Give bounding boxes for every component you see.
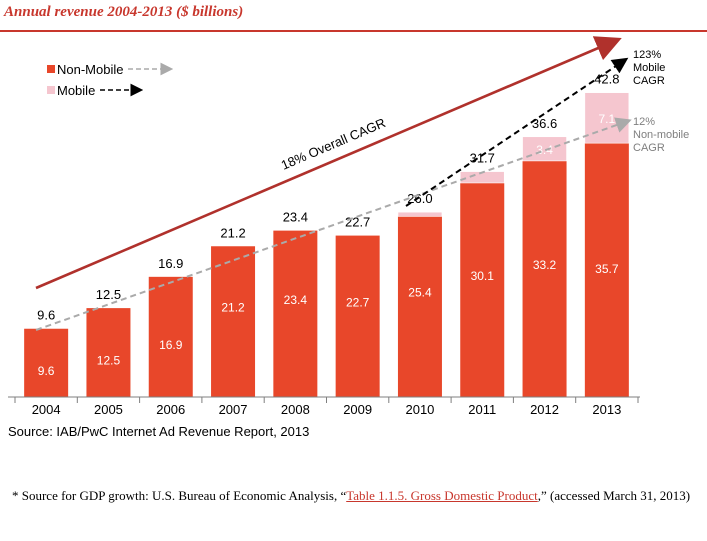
revenue-chart: 2004 2005 2006 2007 2008 2009 2010 2011 2012 2013… (8, 36, 689, 417)
source-note: Source: IAB/PwC Internet Ad Revenue Repo… (8, 424, 310, 439)
overall-cagr-arrow (35, 36, 622, 290)
x-tick-label-2004: 2004 (32, 402, 61, 417)
value-label-non-mobile: 35.7 (595, 262, 619, 276)
value-label-non-mobile: 23.4 (284, 293, 308, 307)
x-tick-label-2006: 2006 (156, 402, 185, 417)
value-label-total: 21.2 (220, 225, 245, 240)
value-label-non-mobile: 25.4 (408, 286, 432, 300)
value-label-mobile: 3.4 (536, 143, 553, 157)
mobile-cagr-label: 123% (633, 49, 661, 61)
mobile-cagr-line (405, 57, 629, 207)
x-tick-label-2013: 2013 (592, 402, 621, 417)
bar-non-mobile-2011 (460, 182, 505, 397)
value-label-total: 9.6 (37, 308, 55, 323)
bar-non-mobile-2013 (584, 143, 629, 397)
x-tick-label-2012: 2012 (530, 402, 559, 417)
chart-title: Annual revenue 2004-2013 ($ billions) (4, 4, 244, 20)
value-label-total: 12.5 (96, 287, 121, 302)
nonmobile-cagr-label: Non-mobile (633, 129, 689, 141)
gdp-table-link[interactable]: Table 1.1.5. Gross Domestic Product (346, 488, 538, 503)
footnote: * Source for GDP growth: U.S. Bureau of … (12, 487, 697, 504)
bar-non-mobile-2004 (24, 328, 69, 397)
nonmobile-cagr-line (35, 117, 632, 331)
value-label-non-mobile: 33.2 (533, 258, 557, 272)
nonmobile-cagr-label: CAGR (633, 142, 665, 154)
value-label-total: 16.9 (158, 256, 183, 271)
x-tick-label-2008: 2008 (281, 402, 310, 417)
legend-swatch-non-mobile (47, 65, 55, 73)
footnote-prefix: * Source for GDP growth: U.S. Bureau of … (12, 488, 347, 503)
value-label-non-mobile: 30.1 (471, 269, 495, 283)
value-label-mobile: 7.1 (599, 112, 616, 126)
x-tick-label-2010: 2010 (405, 402, 434, 417)
footnote-suffix: ,” (accessed March 31, 2013) (537, 488, 691, 503)
bar-non-mobile-2008 (273, 230, 318, 397)
value-label-non-mobile: 12.5 (97, 354, 121, 368)
x-tick-label-2005: 2005 (94, 402, 123, 417)
bar-mobile-2010 (397, 211, 443, 217)
x-tick-label-2011: 2011 (468, 402, 496, 417)
bar-mobile-2012 (522, 136, 567, 162)
nonmobile-cagr-label: 12% (633, 116, 655, 128)
value-label-total: 36.6 (532, 116, 557, 131)
bar-non-mobile-2010 (397, 216, 442, 397)
x-tick-label-2009: 2009 (343, 402, 372, 417)
legend-label-mobile: Mobile (57, 83, 95, 98)
bar-non-mobile-2009 (335, 235, 380, 397)
legend-swatch-mobile (47, 86, 55, 94)
bar-non-mobile-2007 (211, 246, 256, 397)
value-label-non-mobile: 9.6 (38, 364, 55, 378)
value-label-total: 26.0 (407, 191, 432, 206)
value-label-non-mobile: 16.9 (159, 338, 183, 352)
x-tick-label-2007: 2007 (219, 402, 248, 417)
value-label-non-mobile: 21.2 (221, 301, 245, 315)
bar-non-mobile-2006 (148, 276, 193, 397)
title-rule (0, 30, 707, 32)
value-label-total: 31.7 (470, 151, 495, 166)
legend-label-non-mobile: Non-Mobile (57, 62, 123, 77)
value-label-total: 23.4 (283, 210, 308, 225)
mobile-cagr-label: Mobile (633, 62, 665, 74)
bar-non-mobile-2005 (86, 308, 131, 397)
bar-non-mobile-2012 (522, 160, 567, 397)
value-label-non-mobile: 22.7 (346, 295, 370, 309)
mobile-cagr-label: CAGR (633, 75, 665, 87)
